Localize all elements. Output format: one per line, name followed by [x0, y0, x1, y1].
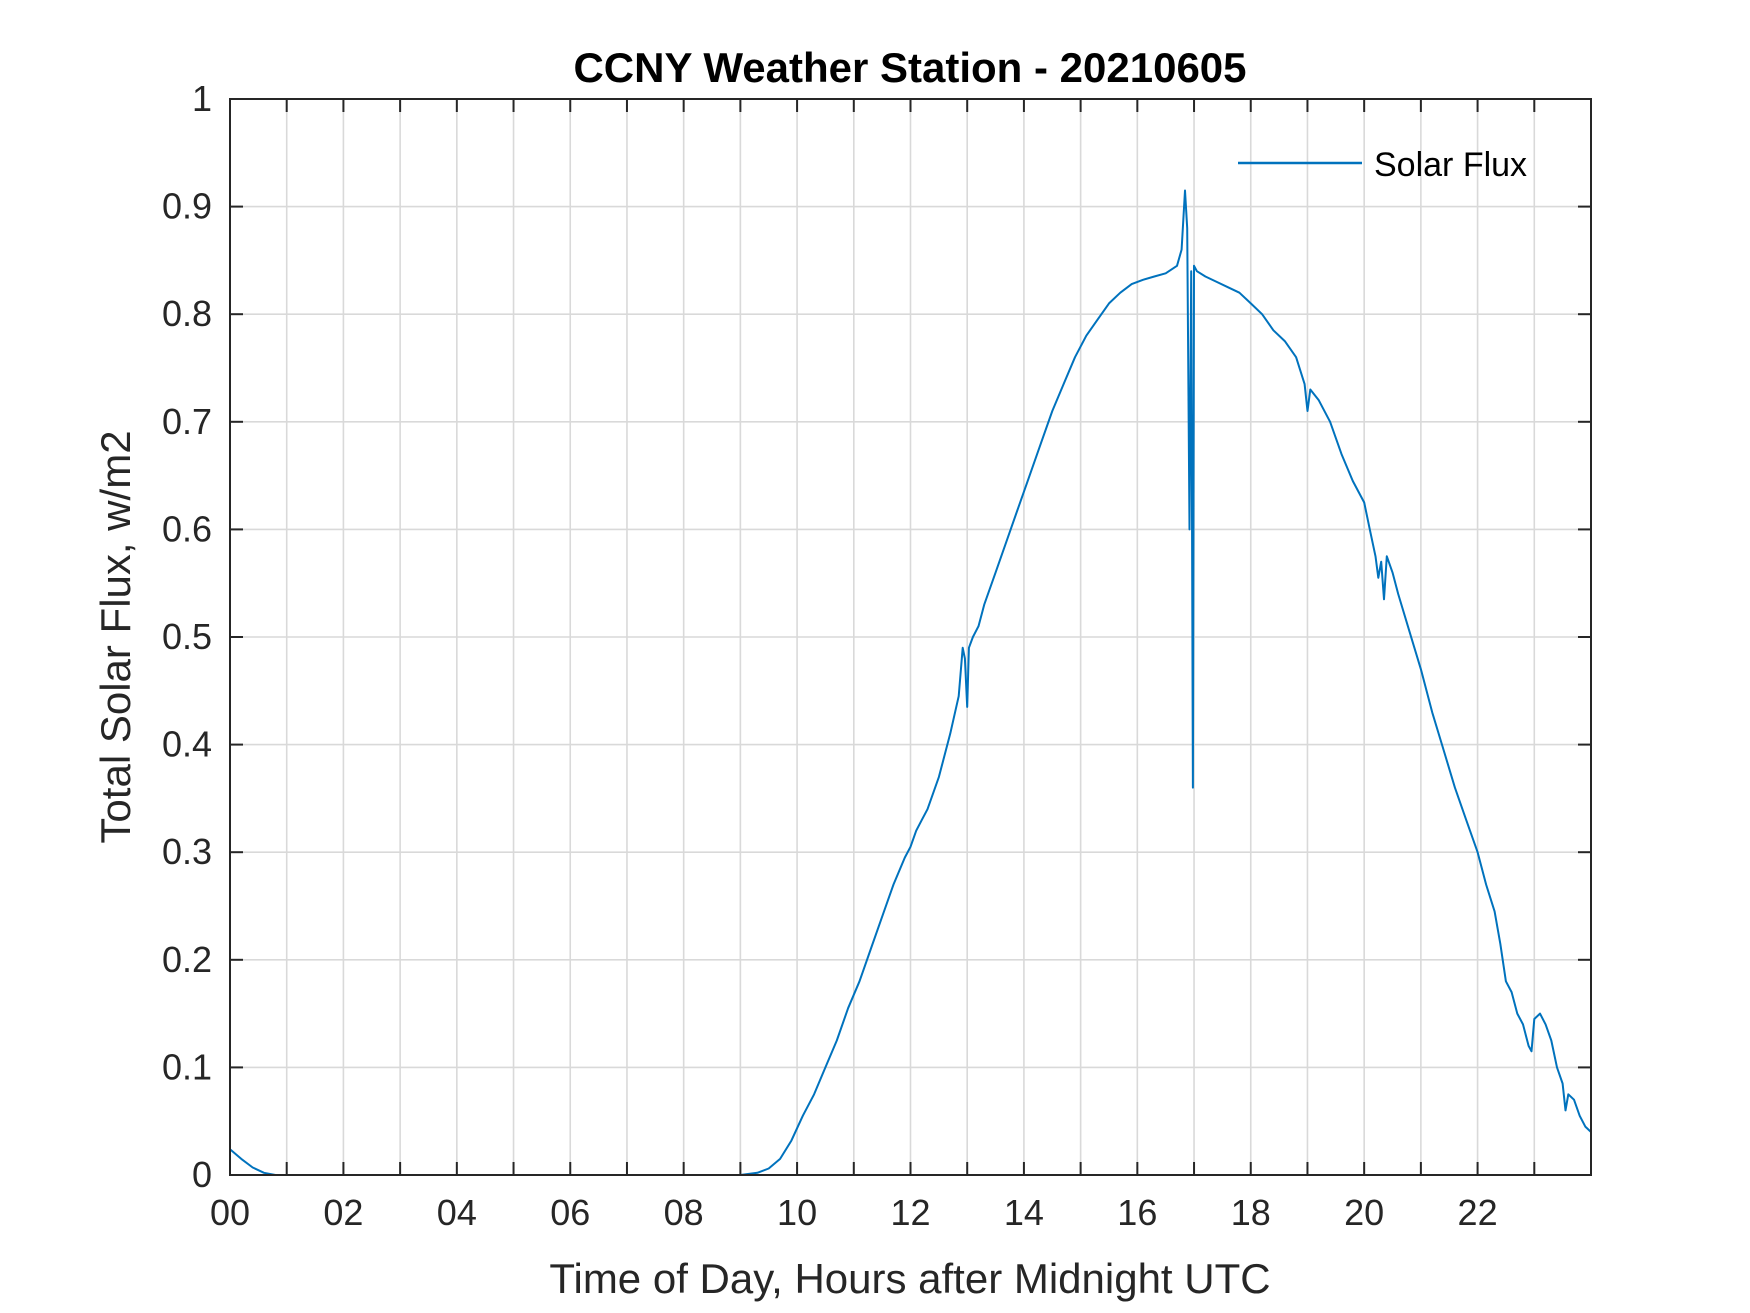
x-tick-label: 20 [1344, 1192, 1384, 1233]
x-tick-label: 02 [323, 1192, 363, 1233]
y-tick-label: 0.4 [162, 724, 212, 765]
x-tick-label: 00 [210, 1192, 250, 1233]
y-tick-label: 0.9 [162, 186, 212, 227]
legend: Solar Flux [1238, 146, 1527, 184]
y-tick-labels: 0 0.1 0.2 0.3 0.4 0.5 0.6 0.7 0.8 0.9 1 [162, 78, 212, 1195]
x-axis-label: Time of Day, Hours after Midnight UTC [549, 1255, 1270, 1302]
x-tick-labels: 00 02 04 06 08 10 12 14 16 18 20 22 [210, 1192, 1498, 1233]
y-tick-label: 0.2 [162, 939, 212, 980]
y-tick-label: 0.7 [162, 401, 212, 442]
chart-title: CCNY Weather Station - 20210605 [573, 44, 1246, 91]
y-tick-label: 1 [192, 78, 212, 119]
x-tick-label: 08 [664, 1192, 704, 1233]
y-tick-label: 0.8 [162, 293, 212, 334]
x-tick-label: 14 [1004, 1192, 1044, 1233]
series-line-solar-flux [229, 189, 1592, 1176]
axis-ticks [229, 98, 1591, 1176]
legend-label-solar-flux: Solar Flux [1374, 146, 1527, 184]
x-tick-label: 12 [890, 1192, 930, 1233]
plot-frame [229, 98, 1592, 1176]
series-group [229, 189, 1592, 1176]
y-tick-label: 0.6 [162, 508, 212, 549]
x-tick-label: 18 [1231, 1192, 1271, 1233]
y-tick-label: 0.3 [162, 831, 212, 872]
x-tick-label: 16 [1117, 1192, 1157, 1233]
y-tick-label: 0 [192, 1154, 212, 1195]
y-tick-label: 0.1 [162, 1046, 212, 1087]
y-axis-label: Total Solar Flux, w/m2 [92, 430, 139, 843]
x-tick-label: 10 [777, 1192, 817, 1233]
x-tick-label: 06 [550, 1192, 590, 1233]
x-tick-label: 04 [437, 1192, 477, 1233]
y-tick-label: 0.5 [162, 616, 212, 657]
x-tick-label: 22 [1458, 1192, 1498, 1233]
